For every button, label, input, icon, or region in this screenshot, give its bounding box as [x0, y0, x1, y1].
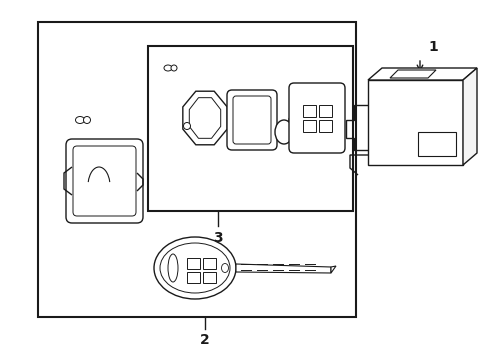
Bar — [303, 120, 315, 132]
Bar — [318, 105, 331, 117]
Polygon shape — [236, 264, 330, 273]
Bar — [148, 46, 352, 211]
Bar — [318, 120, 331, 132]
Ellipse shape — [183, 122, 190, 130]
Ellipse shape — [171, 65, 177, 71]
FancyBboxPatch shape — [288, 83, 345, 153]
Polygon shape — [367, 68, 476, 80]
Polygon shape — [183, 91, 227, 145]
Bar — [38, 22, 355, 317]
Polygon shape — [462, 68, 476, 165]
Text: 4: 4 — [308, 82, 318, 96]
Ellipse shape — [83, 117, 90, 123]
Ellipse shape — [168, 254, 178, 282]
Text: 3: 3 — [213, 231, 223, 245]
Ellipse shape — [221, 264, 228, 273]
Bar — [367, 80, 462, 165]
Bar — [203, 258, 216, 269]
Ellipse shape — [75, 117, 84, 123]
FancyBboxPatch shape — [73, 146, 136, 216]
Bar — [186, 258, 200, 269]
Bar — [203, 272, 216, 283]
FancyBboxPatch shape — [66, 139, 142, 223]
Ellipse shape — [154, 237, 236, 299]
Ellipse shape — [163, 65, 172, 71]
Bar — [303, 105, 315, 117]
Polygon shape — [189, 98, 220, 138]
FancyBboxPatch shape — [232, 96, 270, 144]
Text: 1: 1 — [427, 40, 437, 54]
Polygon shape — [330, 266, 335, 273]
Text: 2: 2 — [200, 333, 209, 347]
FancyBboxPatch shape — [226, 90, 276, 150]
Polygon shape — [389, 70, 435, 78]
Ellipse shape — [274, 120, 292, 144]
Bar — [417, 132, 455, 156]
Ellipse shape — [160, 243, 229, 293]
Bar — [186, 272, 200, 283]
